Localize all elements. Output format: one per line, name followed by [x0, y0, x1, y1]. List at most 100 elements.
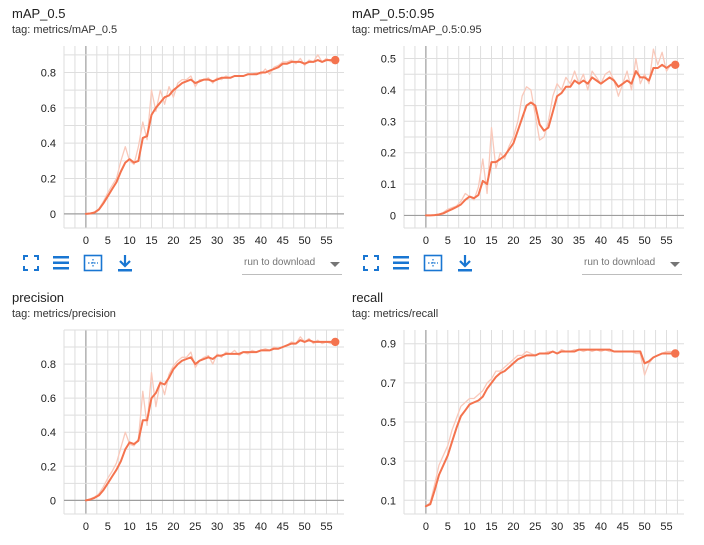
fit-domain-icon[interactable]: [20, 252, 42, 274]
x-tick-label: 25: [189, 235, 201, 247]
x-tick-label: 50: [639, 235, 651, 247]
x-tick-label: 15: [145, 235, 157, 247]
toggle-log-scale-icon[interactable]: [390, 252, 412, 274]
y-tick-label: 0.5: [381, 417, 396, 429]
x-tick-label: 15: [485, 521, 497, 533]
y-tick-label: 0.4: [381, 85, 396, 97]
series-line-smoothed: [84, 59, 337, 215]
chart-card-recall: recall tag: metrics/recall 0.1 0.3 0.5 0.7 0…: [352, 290, 692, 545]
chart-plot[interactable]: 0 0.2 0.4 0.6 0.8 0 5 10 15 20 25 30 35 40 45 50 55: [12, 290, 352, 533]
y-tick-label: 0.5: [381, 54, 396, 66]
x-tick-label: 50: [299, 235, 311, 247]
run-to-download-label: run to download: [584, 257, 656, 268]
y-tick-label: 0.3: [381, 116, 396, 128]
x-tick-label: 5: [445, 521, 451, 533]
x-tick-label: 0: [83, 521, 89, 533]
x-tick-label: 0: [423, 521, 429, 533]
x-tick-label: 45: [277, 235, 289, 247]
chevron-down-icon: [330, 262, 340, 267]
download-icon[interactable]: [454, 252, 476, 274]
x-tick-label: 20: [507, 521, 519, 533]
x-tick-label: 40: [595, 521, 607, 533]
chart-card-map-0-5: mAP_0.5 tag: metrics/mAP_0.5 0 0.2 0.4 0.6 0…: [12, 6, 352, 261]
chart-toolbar: run to download: [352, 252, 682, 276]
series-line-smoothed: [84, 339, 337, 502]
chart-title: precision: [12, 290, 65, 305]
chart-card-precision: precision tag: metrics/precision 0 0.2 0.4…: [12, 290, 352, 545]
fit-domain-icon[interactable]: [360, 252, 382, 274]
download-icon[interactable]: [114, 252, 136, 274]
x-tick-label: 15: [485, 235, 497, 247]
series-line-raw: [425, 348, 676, 507]
x-tick-label: 40: [255, 235, 267, 247]
x-tick-label: 30: [211, 521, 223, 533]
x-tick-label: 10: [464, 235, 476, 247]
chart-title: recall: [352, 290, 384, 305]
x-tick-label: 10: [124, 521, 136, 533]
chart-plot[interactable]: 0.1 0.3 0.5 0.7 0.9 0 5 10 15 20 25 30 35 40 45 50 55: [352, 290, 692, 533]
x-tick-label: 0: [83, 235, 89, 247]
series-line-smoothed: [424, 348, 677, 508]
expand-icon[interactable]: [82, 252, 104, 274]
x-tick-label: 10: [464, 521, 476, 533]
x-tick-label: 0: [423, 235, 429, 247]
y-tick-label: 0.1: [381, 495, 396, 507]
x-tick-label: 15: [145, 521, 157, 533]
chart-title: mAP_0.5:0.95: [352, 6, 435, 21]
x-tick-label: 5: [105, 235, 111, 247]
series-line-raw: [425, 48, 676, 217]
y-tick-label: 0.2: [41, 174, 56, 186]
x-tick-label: 40: [595, 235, 607, 247]
x-tick-label: 25: [529, 235, 541, 247]
x-tick-label: 55: [320, 521, 332, 533]
x-tick-label: 45: [617, 235, 629, 247]
x-tick-label: 25: [189, 521, 201, 533]
x-tick-label: 5: [445, 235, 451, 247]
x-tick-label: 55: [320, 235, 332, 247]
x-tick-label: 45: [617, 521, 629, 533]
chart-tag: tag: metrics/recall: [352, 308, 439, 320]
run-to-download-select[interactable]: run to download: [582, 254, 682, 275]
y-tick-label: 0.8: [41, 68, 56, 80]
y-tick-label: 0.2: [381, 148, 396, 160]
x-tick-label: 50: [639, 521, 651, 533]
y-tick-label: 0.3: [381, 456, 396, 468]
y-tick-label: 0.7: [381, 378, 396, 390]
x-tick-label: 35: [233, 235, 245, 247]
last-point-marker: [331, 337, 340, 347]
chart-toolbar: run to download: [12, 252, 342, 276]
toggle-log-scale-icon[interactable]: [50, 252, 72, 274]
x-tick-label: 35: [573, 521, 585, 533]
last-point-marker: [671, 349, 680, 358]
series-line-raw: [85, 54, 336, 215]
x-tick-label: 5: [105, 521, 111, 533]
run-to-download-select[interactable]: run to download: [242, 254, 342, 275]
chart-plot[interactable]: 0 0.2 0.4 0.6 0.8 0 5 10 15 20 25 30 35 40 45 50 55: [12, 6, 352, 252]
series-line-raw: [85, 336, 336, 502]
x-tick-label: 10: [124, 235, 136, 247]
chevron-down-icon: [670, 262, 680, 267]
x-tick-label: 35: [233, 521, 245, 533]
y-tick-label: 0.4: [41, 427, 56, 439]
expand-icon[interactable]: [422, 252, 444, 274]
y-tick-label: 0.8: [41, 359, 56, 371]
x-tick-label: 45: [277, 521, 289, 533]
chart-tag: tag: metrics/precision: [12, 308, 116, 320]
run-to-download-label: run to download: [244, 257, 316, 268]
x-tick-label: 35: [573, 235, 585, 247]
y-tick-label: 0: [50, 209, 56, 221]
x-tick-label: 55: [660, 521, 672, 533]
chart-plot[interactable]: 0 0.1 0.2 0.3 0.4 0.5 0 5 10 15 20 25 30 35 40 45 50 55: [352, 6, 692, 252]
x-tick-label: 40: [255, 521, 267, 533]
x-tick-label: 20: [167, 521, 179, 533]
y-tick-label: 0.1: [381, 179, 396, 191]
x-tick-label: 30: [551, 521, 563, 533]
x-tick-label: 30: [211, 235, 223, 247]
last-point-marker: [331, 55, 340, 65]
y-tick-label: 0: [50, 495, 56, 507]
chart-tag: tag: metrics/mAP_0.5:0.95: [352, 24, 482, 36]
series-line-smoothed: [424, 63, 677, 217]
y-tick-label: 0.2: [41, 461, 56, 473]
x-tick-label: 50: [299, 521, 311, 533]
chart-card-map-0-5-0-95: mAP_0.5:0.95 tag: metrics/mAP_0.5:0.95 0…: [352, 6, 692, 261]
